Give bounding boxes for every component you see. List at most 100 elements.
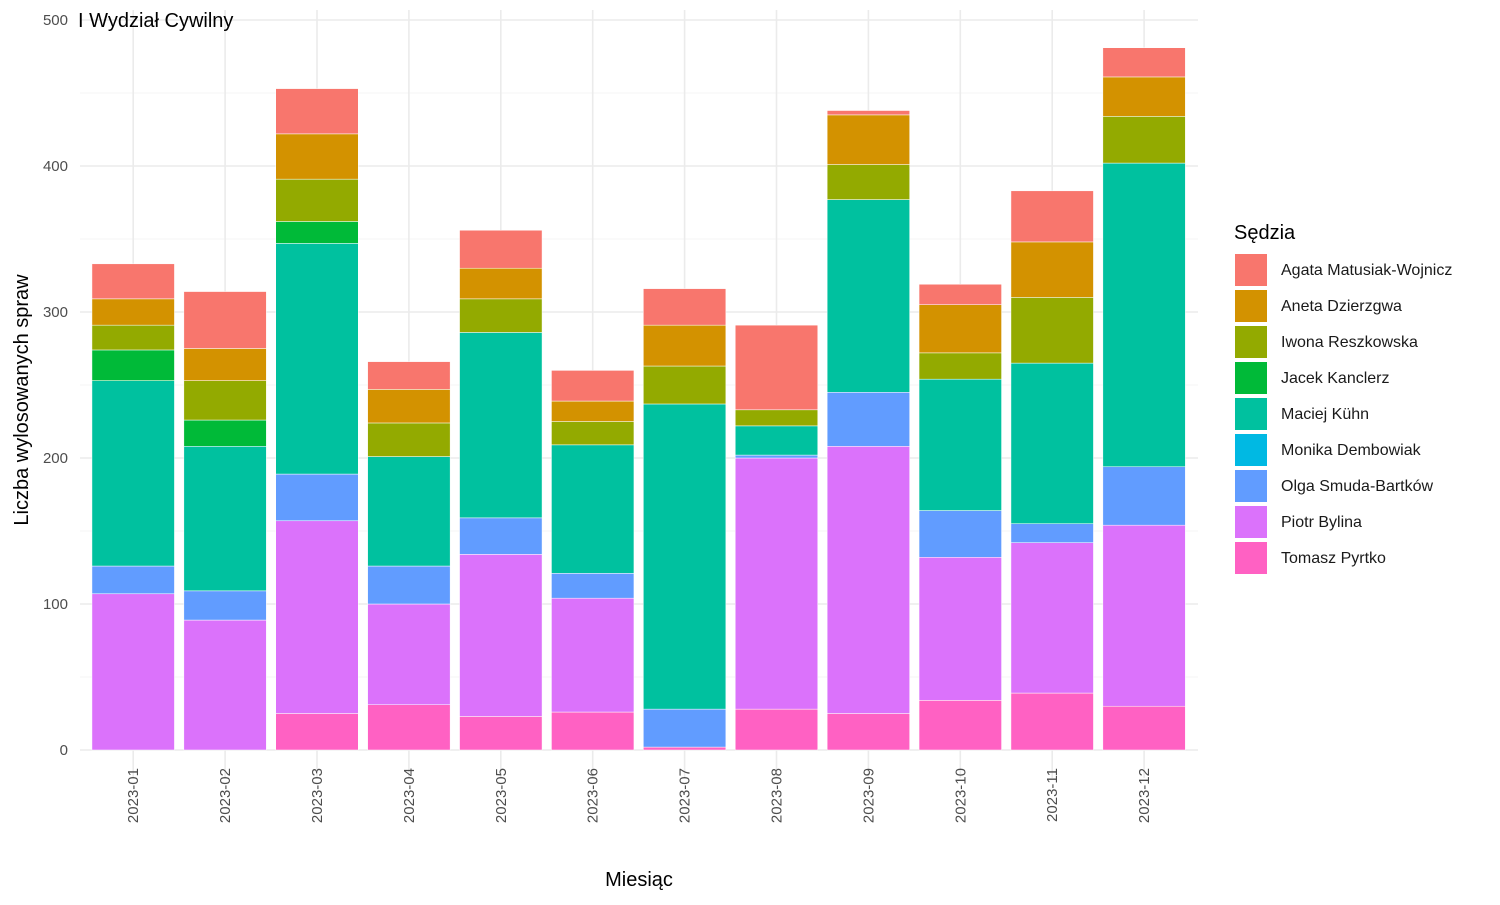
bar-segment (367, 361, 451, 390)
x-tick-label: 2023-12 (1136, 768, 1153, 823)
bar-segment (459, 332, 543, 519)
bar-segment (275, 221, 359, 244)
bar-segment (459, 267, 543, 300)
bar-segment (643, 324, 727, 367)
bar-segment (918, 352, 1002, 380)
bar-segment (183, 380, 267, 421)
bar-segment (1102, 466, 1186, 526)
bar-segment (918, 284, 1002, 305)
legend-label: Olga Smuda-Bartków (1281, 478, 1434, 495)
bar-segment (275, 713, 359, 751)
bar-segment (1102, 47, 1186, 78)
bar-segment (1102, 162, 1186, 468)
bar-segment (918, 700, 1002, 751)
bar-segment (826, 713, 910, 751)
bar-segment (1010, 190, 1094, 243)
bar-segment (735, 708, 818, 751)
bar-segment (275, 178, 359, 222)
y-tick-label: 100 (43, 596, 68, 613)
y-axis-title: Liczba wylosowanych spraw (11, 274, 33, 526)
legend-swatch (1235, 362, 1267, 394)
bar-segment (1010, 692, 1094, 751)
legend-label: Piotr Bylina (1281, 514, 1362, 531)
bar-segment (1010, 542, 1094, 694)
bar-segment (367, 603, 451, 705)
bar-segment (275, 88, 359, 135)
bar-segment (275, 473, 359, 522)
bar-segment (91, 565, 175, 595)
legend-swatch (1235, 398, 1267, 430)
legend-swatch (1235, 542, 1267, 574)
bar-segment (551, 597, 635, 713)
x-tick-label: 2023-04 (401, 768, 418, 823)
bar-segment (183, 348, 267, 381)
x-tick-label: 2023-07 (677, 768, 694, 823)
y-tick-label: 300 (43, 304, 68, 321)
bar-segment (735, 457, 818, 710)
bar-segment (275, 133, 359, 180)
bar-segment (643, 288, 727, 326)
y-tick-label: 500 (43, 12, 68, 29)
bar-segment (551, 400, 635, 422)
bar-segment (183, 619, 267, 751)
bar-segment (643, 403, 727, 710)
bar-segment (918, 304, 1002, 354)
bar-segment (183, 446, 267, 592)
bar-segment (1010, 523, 1094, 543)
x-tick-label: 2023-03 (309, 768, 326, 823)
bar-segment (91, 593, 175, 751)
bar-segment (551, 444, 635, 574)
x-tick-label: 2023-01 (125, 768, 142, 823)
bar-segment (1102, 524, 1186, 707)
y-tick-label: 400 (43, 158, 68, 175)
legend-label: Tomasz Pyrtko (1281, 550, 1386, 567)
bar-segment (275, 243, 359, 475)
legend-items: Agata Matusiak-Wojnicz Aneta Dzierzgwa Iwo… (1235, 254, 1452, 574)
bar-segment (826, 446, 910, 714)
bar-segment (551, 711, 635, 751)
bar-segment (91, 263, 175, 300)
bar-segment (459, 298, 543, 333)
bar-segment (643, 708, 727, 748)
bar-segment (1102, 705, 1186, 751)
bar-segment (1102, 116, 1186, 164)
axis-layer: 0 100 200 300 400 500 2023-01 2023-02 2023-03 202… (43, 12, 1153, 823)
bar-segment (551, 573, 635, 599)
legend-label: Agata Matusiak-Wojnicz (1281, 262, 1452, 279)
legend: Sędzia Agata Matusiak-Wojnicz Aneta Dzier… (1234, 222, 1452, 574)
x-tick-label: 2023-05 (493, 768, 510, 823)
bar-segment (459, 716, 543, 751)
bar-segment (826, 199, 910, 393)
bar-segment (826, 114, 910, 165)
x-tick-label: 2023-02 (217, 768, 234, 823)
bar-segment (367, 565, 451, 605)
bar-segment (735, 454, 818, 459)
bar-segment (1010, 297, 1094, 364)
bar-segment (183, 590, 267, 621)
x-tick-label: 2023-06 (585, 768, 602, 823)
legend-label: Jacek Kanclerz (1281, 370, 1390, 387)
bar-segment (367, 422, 451, 457)
legend-label: Aneta Dzierzgwa (1281, 298, 1402, 315)
bar-segment (551, 370, 635, 402)
bars-layer (91, 47, 1186, 751)
bar-segment (826, 392, 910, 447)
legend-title: Sędzia (1234, 222, 1296, 244)
chart-title: I Wydział Cywilny (78, 10, 233, 32)
legend-swatch (1235, 434, 1267, 466)
bar-segment (735, 425, 818, 456)
x-tick-label: 2023-08 (769, 768, 786, 823)
bar-segment (826, 110, 910, 116)
bar-segment (367, 456, 451, 567)
legend-swatch (1235, 470, 1267, 502)
bar-segment (459, 517, 543, 555)
legend-swatch (1235, 254, 1267, 286)
bar-segment (735, 324, 818, 411)
legend-label: Maciej Kühn (1281, 406, 1369, 423)
bar-segment (918, 510, 1002, 558)
bar-segment (91, 298, 175, 326)
x-tick-label: 2023-10 (952, 768, 969, 823)
legend-label: Iwona Reszkowska (1281, 334, 1418, 351)
